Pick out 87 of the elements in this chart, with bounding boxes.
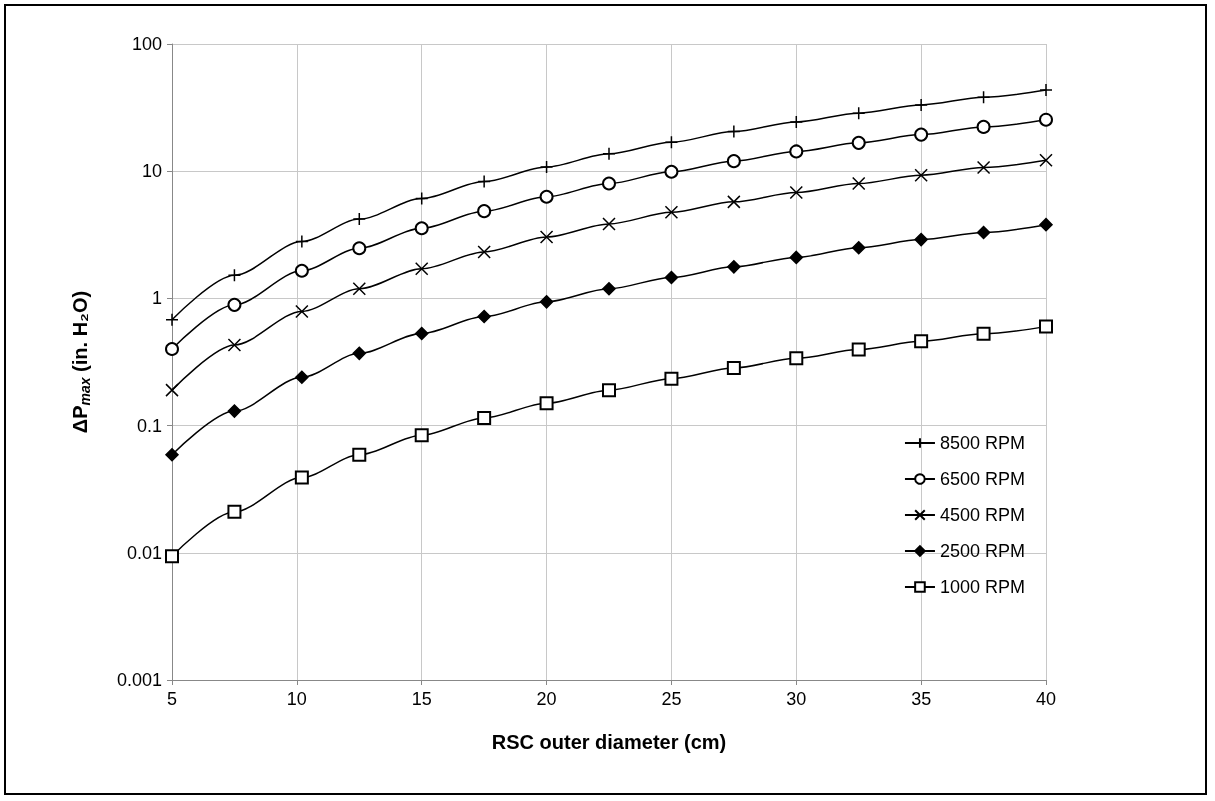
point <box>914 334 929 349</box>
point <box>664 135 679 149</box>
point <box>294 263 309 278</box>
x-tick-label: 40 <box>1035 689 1057 709</box>
point <box>165 383 179 397</box>
point <box>851 176 866 191</box>
x-tick-label: 5 <box>166 689 178 709</box>
legend-label: 2500 RPM <box>939 541 1025 561</box>
point <box>726 154 741 169</box>
point <box>914 127 929 142</box>
point <box>602 217 616 231</box>
point <box>414 191 429 206</box>
point <box>976 225 991 240</box>
point <box>539 160 554 174</box>
point <box>227 404 242 418</box>
point <box>1039 217 1053 232</box>
point <box>352 282 367 296</box>
point <box>727 260 741 274</box>
point <box>165 448 179 462</box>
point <box>789 185 804 200</box>
point <box>539 189 554 204</box>
point <box>602 282 616 296</box>
point <box>1039 153 1053 167</box>
point <box>414 326 429 341</box>
point <box>477 410 492 425</box>
x-tick-label: 25 <box>661 689 682 709</box>
y-axis-title: ΔPmax (in. H₂O) <box>69 290 93 434</box>
x-tick-label: 10 <box>286 689 307 709</box>
point <box>914 168 928 182</box>
point <box>352 346 367 361</box>
point <box>851 342 866 357</box>
point <box>789 250 804 265</box>
x-tick-label: 30 <box>786 689 807 709</box>
point <box>165 342 179 357</box>
legend-label: 8500 RPM <box>939 433 1025 453</box>
y-tick-label: 0.001 <box>116 670 162 690</box>
point <box>539 396 554 411</box>
point <box>539 230 554 244</box>
y-tick-label: 10 <box>141 161 162 182</box>
y-tick-label: 0.01 <box>126 542 162 563</box>
point <box>1039 112 1053 127</box>
point <box>789 144 804 159</box>
point <box>414 262 429 276</box>
point <box>414 221 429 236</box>
point <box>477 204 492 219</box>
point <box>414 428 429 443</box>
point <box>727 195 741 209</box>
point <box>352 212 367 226</box>
point <box>976 326 991 341</box>
point <box>227 338 242 352</box>
legend-label: 6500 RPM <box>939 469 1025 489</box>
point <box>789 351 804 366</box>
point <box>602 383 616 398</box>
point <box>602 176 616 191</box>
x-tick-label: 15 <box>411 689 432 709</box>
point <box>664 164 679 179</box>
point <box>477 309 491 324</box>
y-tick-label: 100 <box>131 34 162 54</box>
point <box>227 504 242 519</box>
point <box>539 295 554 309</box>
y-tick-label: 0.1 <box>136 415 162 436</box>
point <box>352 447 367 462</box>
point <box>1039 319 1053 334</box>
point <box>664 205 679 220</box>
point <box>851 135 866 150</box>
point <box>914 232 928 247</box>
legend-label: 4500 RPM <box>939 505 1025 525</box>
point <box>295 370 309 384</box>
point <box>976 90 991 105</box>
point <box>227 268 242 283</box>
point <box>976 119 991 134</box>
x-axis-title: RSC outer diameter (cm) <box>491 731 727 753</box>
point <box>295 304 309 319</box>
legend-label: 1000 RPM <box>939 577 1025 597</box>
x-tick-label: 20 <box>536 689 557 709</box>
point <box>477 245 491 259</box>
point <box>165 549 179 564</box>
point <box>227 297 242 312</box>
point <box>294 470 309 485</box>
point <box>352 241 367 256</box>
point <box>976 160 991 175</box>
point <box>664 371 679 386</box>
y-tick-label: 1 <box>151 288 162 309</box>
point <box>664 270 679 285</box>
point <box>726 360 741 375</box>
point <box>851 241 866 255</box>
x-tick-label: 35 <box>911 689 932 709</box>
